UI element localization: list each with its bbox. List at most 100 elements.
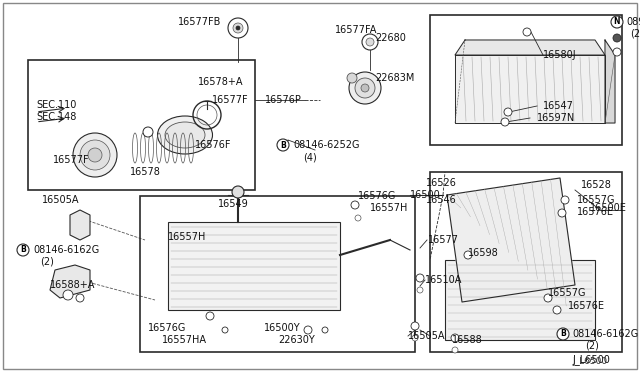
Circle shape [351, 201, 359, 209]
Text: 16510A: 16510A [425, 275, 462, 285]
Circle shape [416, 274, 424, 282]
Text: 16576E: 16576E [568, 301, 605, 311]
Text: 16576P: 16576P [265, 95, 302, 105]
Text: 16598: 16598 [468, 248, 499, 258]
Text: (4): (4) [303, 152, 317, 162]
Text: 16557HA: 16557HA [162, 335, 207, 345]
Bar [430, 172, 622, 352]
Circle shape [17, 244, 29, 256]
Text: 16576G: 16576G [358, 191, 396, 201]
Text: 22680: 22680 [375, 33, 406, 43]
Bar [28, 60, 255, 190]
Circle shape [613, 34, 621, 42]
Text: 16505A: 16505A [408, 331, 445, 341]
Circle shape [504, 108, 512, 116]
Polygon shape [455, 40, 605, 55]
Circle shape [73, 133, 117, 177]
Text: 16547: 16547 [543, 101, 574, 111]
Text: 16588: 16588 [452, 335, 483, 345]
Circle shape [347, 73, 357, 83]
Circle shape [558, 209, 566, 217]
Circle shape [355, 215, 361, 221]
Text: 16576E: 16576E [577, 207, 614, 217]
Text: (2): (2) [630, 29, 640, 39]
Polygon shape [455, 55, 605, 123]
Circle shape [544, 294, 552, 302]
Bar [140, 196, 415, 352]
Polygon shape [50, 265, 90, 298]
Text: 16528: 16528 [581, 180, 612, 190]
Circle shape [411, 322, 419, 330]
Text: 16577F: 16577F [53, 155, 90, 165]
Text: 16546: 16546 [426, 195, 457, 205]
Text: 16576G: 16576G [148, 323, 186, 333]
Circle shape [561, 196, 569, 204]
Circle shape [611, 16, 623, 28]
Circle shape [228, 18, 248, 38]
Bar [430, 15, 622, 145]
Text: B: B [560, 330, 566, 339]
Text: SEC.148: SEC.148 [36, 112, 76, 122]
Circle shape [80, 140, 110, 170]
Circle shape [304, 326, 312, 334]
Circle shape [233, 23, 243, 33]
Text: 16580J: 16580J [543, 50, 577, 60]
Circle shape [501, 118, 509, 126]
Text: B: B [20, 246, 26, 254]
Text: 16557G: 16557G [577, 195, 616, 205]
Circle shape [277, 139, 289, 151]
Text: 16500: 16500 [410, 190, 441, 200]
Text: 08911-1062G: 08911-1062G [626, 17, 640, 27]
Text: 16500Y: 16500Y [264, 323, 301, 333]
Circle shape [464, 251, 472, 259]
Text: 16557G: 16557G [548, 288, 586, 298]
Text: 08146-6162G: 08146-6162G [33, 245, 99, 255]
Text: 16588+A: 16588+A [50, 280, 95, 290]
Circle shape [452, 347, 458, 353]
Text: 16557H: 16557H [168, 232, 206, 242]
Text: 08146-6252G: 08146-6252G [293, 140, 360, 150]
Ellipse shape [157, 116, 212, 154]
Circle shape [412, 335, 418, 341]
Circle shape [236, 26, 240, 30]
Circle shape [355, 78, 375, 98]
Text: 16557H: 16557H [370, 203, 408, 213]
Circle shape [613, 48, 621, 56]
Text: 16577FB: 16577FB [178, 17, 221, 27]
Circle shape [523, 28, 531, 36]
Ellipse shape [165, 122, 205, 148]
Text: 16576F: 16576F [195, 140, 232, 150]
Circle shape [232, 186, 244, 198]
Text: J_L6500: J_L6500 [572, 355, 610, 365]
Circle shape [451, 334, 459, 342]
Circle shape [322, 327, 328, 333]
Circle shape [76, 294, 84, 302]
Circle shape [88, 148, 102, 162]
Text: 16549: 16549 [218, 199, 249, 209]
Text: 16500E: 16500E [590, 203, 627, 213]
Text: 16578+A: 16578+A [198, 77, 243, 87]
Polygon shape [70, 210, 90, 240]
Text: SEC.110: SEC.110 [36, 100, 76, 110]
Circle shape [222, 327, 228, 333]
Circle shape [349, 72, 381, 104]
Bar [445, 260, 595, 340]
Circle shape [557, 328, 569, 340]
Text: 16597N: 16597N [537, 113, 575, 123]
Circle shape [417, 287, 423, 293]
Polygon shape [605, 40, 615, 123]
Text: (2): (2) [585, 341, 599, 351]
Text: B: B [280, 141, 286, 150]
Text: 08146-6162G: 08146-6162G [572, 329, 638, 339]
Circle shape [63, 290, 73, 300]
Circle shape [206, 312, 214, 320]
Circle shape [553, 306, 561, 314]
Polygon shape [447, 178, 575, 302]
Text: 16505A: 16505A [42, 195, 79, 205]
Text: J_L6500': J_L6500' [572, 357, 610, 366]
Circle shape [366, 38, 374, 46]
Text: 16577F: 16577F [212, 95, 248, 105]
Text: 22683M: 22683M [375, 73, 414, 83]
Circle shape [361, 84, 369, 92]
Text: 22630Y: 22630Y [278, 335, 315, 345]
